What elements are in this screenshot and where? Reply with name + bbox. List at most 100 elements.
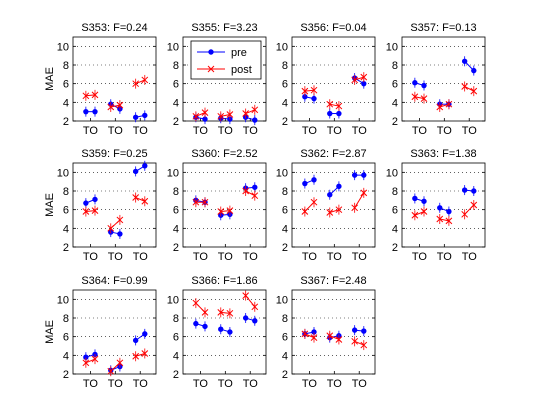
post-series-line xyxy=(329,335,340,340)
pre-point xyxy=(92,108,98,115)
axes-box xyxy=(401,36,486,122)
post-point xyxy=(301,208,309,215)
y-tick-label: 10 xyxy=(57,294,69,306)
post-point xyxy=(132,194,140,201)
pre-point xyxy=(142,112,148,119)
pre-point xyxy=(132,337,139,344)
post-series-line xyxy=(220,113,230,117)
post-point xyxy=(107,224,115,232)
x-tick-label: TO xyxy=(462,251,478,263)
subplot-4: 2 4 6 8 10 TO TO TO S357: F=0.13 xyxy=(386,22,486,137)
y-tick-label: 6 xyxy=(282,205,288,217)
y-tick-label: 6 xyxy=(173,79,179,91)
y-tick-label: 2 xyxy=(63,116,69,128)
y-tick-label: 2 xyxy=(173,242,179,254)
post-series-line xyxy=(195,112,206,117)
post-point xyxy=(335,206,343,214)
pre-point xyxy=(227,329,233,335)
x-tick-label: TO xyxy=(302,378,318,390)
y-tick-label: 8 xyxy=(63,60,69,72)
post-point xyxy=(201,309,209,316)
post-point-stroke-b xyxy=(360,189,368,197)
pre-point xyxy=(361,172,367,178)
y-axis-label: MAE xyxy=(44,320,56,344)
post-point-stroke-b xyxy=(351,337,359,345)
post-point xyxy=(116,216,124,224)
post-point xyxy=(192,112,200,120)
post-point-stroke-b xyxy=(116,101,124,109)
pre-point xyxy=(92,196,98,203)
pre-point xyxy=(142,331,148,337)
x-tick-label: TO xyxy=(193,251,209,263)
post-point xyxy=(82,208,90,215)
y-tick-label: 6 xyxy=(173,205,179,217)
x-tick-label: TO xyxy=(108,125,124,137)
post-point-stroke-b xyxy=(91,207,99,214)
post-point-stroke-b xyxy=(192,112,200,120)
y-tick-label: 4 xyxy=(63,223,69,235)
post-point-stroke-b xyxy=(470,201,478,209)
subplot-title: S355: F=3.23 xyxy=(191,22,257,34)
x-tick-label: TO xyxy=(218,251,234,263)
post-point xyxy=(461,83,469,90)
pre-point xyxy=(202,323,208,330)
post-series-line xyxy=(245,109,255,114)
x-tick-label: TO xyxy=(83,251,99,263)
y-tick-label: 10 xyxy=(167,167,179,179)
y-tick-label: 4 xyxy=(63,97,69,109)
post-point-stroke-b xyxy=(301,330,309,338)
pre-point xyxy=(437,205,443,211)
post-series-line xyxy=(439,218,449,222)
pre-point xyxy=(351,172,358,178)
post-point xyxy=(82,359,90,367)
post-point-stroke-b xyxy=(82,92,90,100)
y-tick-label: 10 xyxy=(167,294,179,306)
post-point-stroke-b xyxy=(310,198,318,206)
post-point xyxy=(91,91,99,99)
post-point xyxy=(251,303,259,311)
post-point xyxy=(445,100,453,108)
post-point-stroke-b xyxy=(310,334,318,341)
y-tick-label: 10 xyxy=(276,167,288,179)
pre-point xyxy=(327,110,333,117)
axes-box xyxy=(182,162,267,248)
post-point-stroke-b xyxy=(201,309,209,316)
post-point-stroke-b xyxy=(192,299,200,307)
post-point-stroke-b xyxy=(360,73,368,81)
subplot-11: 2 4 6 8 10 TO TO TO S367: F=2.48 xyxy=(276,275,376,390)
post-series-line xyxy=(414,211,425,216)
post-point xyxy=(445,217,453,225)
pre-point xyxy=(461,187,468,193)
post-point xyxy=(217,208,225,215)
x-tick-label: TO xyxy=(437,125,453,137)
legend-marker-pre xyxy=(208,49,214,55)
post-point xyxy=(326,209,334,216)
x-tick-label: TO xyxy=(243,251,259,263)
y-axis-label: MAE xyxy=(44,67,56,91)
post-series-line xyxy=(135,352,145,357)
y-tick-label: 4 xyxy=(282,223,288,235)
subplot-title: S366: F=1.86 xyxy=(191,275,257,287)
post-point xyxy=(201,109,209,116)
y-tick-label: 2 xyxy=(282,369,288,381)
post-point xyxy=(242,110,250,117)
post-point-stroke-b xyxy=(217,208,225,215)
post-point-stroke-b xyxy=(360,341,368,349)
pre-point xyxy=(421,82,427,89)
post-point-stroke-b xyxy=(132,80,140,88)
post-point xyxy=(420,95,428,102)
post-point-stroke-b xyxy=(242,110,250,117)
y-tick-label: 8 xyxy=(282,186,288,198)
y-tick-label: 6 xyxy=(173,332,179,344)
post-point xyxy=(107,367,115,375)
pre-point xyxy=(412,80,418,86)
post-point-stroke-b xyxy=(226,111,234,118)
pre-point xyxy=(117,231,123,237)
x-tick-label: TO xyxy=(352,378,368,390)
post-point xyxy=(82,92,90,100)
subplot-6: 2 4 6 8 10 TO TO TO S360: F=2.52 xyxy=(167,148,267,263)
x-tick-label: TO xyxy=(83,125,99,137)
post-point xyxy=(91,355,99,363)
